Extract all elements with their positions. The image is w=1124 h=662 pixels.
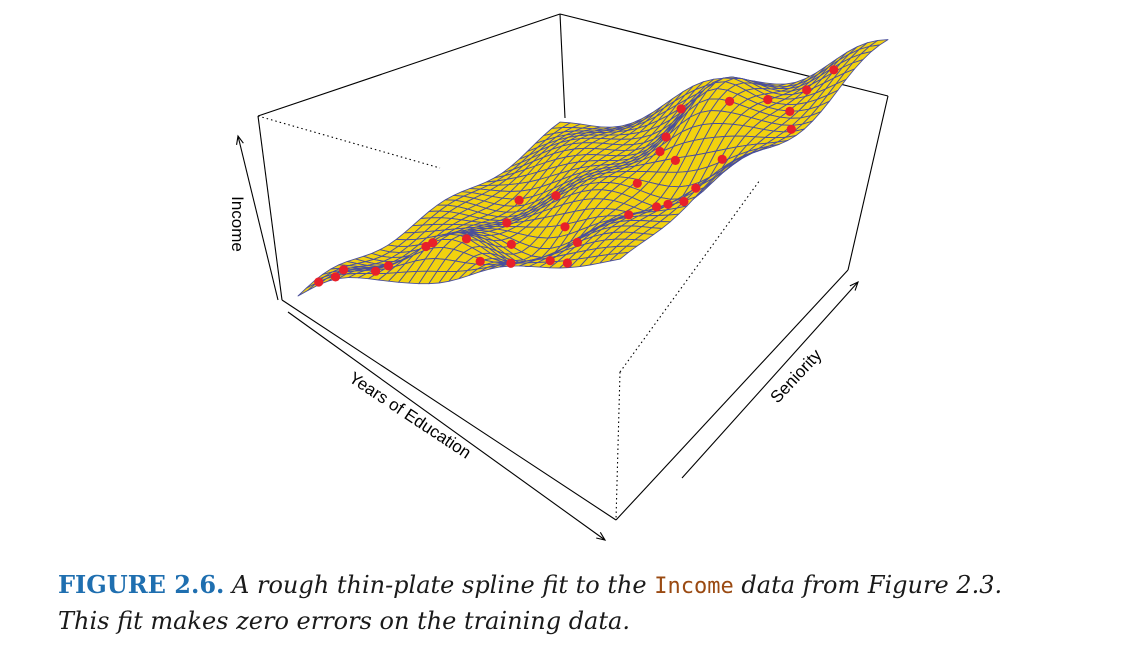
data-point	[545, 256, 555, 266]
data-point	[786, 124, 796, 134]
data-point	[663, 199, 673, 209]
box-edge-hidden	[619, 179, 761, 373]
data-point	[670, 155, 681, 165]
data-point	[632, 178, 642, 188]
data-point	[655, 146, 665, 157]
data-point	[676, 104, 686, 114]
data-point	[339, 265, 349, 275]
data-points	[314, 65, 839, 287]
data-point	[428, 238, 438, 248]
data-point	[506, 239, 516, 249]
data-point	[651, 202, 662, 212]
data-point	[661, 132, 671, 142]
box-edge	[847, 95, 889, 271]
data-point	[725, 96, 735, 106]
box-edge	[257, 115, 283, 301]
data-point	[461, 234, 472, 244]
data-point	[506, 258, 516, 268]
surface-patch	[609, 251, 629, 262]
z-axis-arrow-head	[236, 134, 244, 145]
z-axis-arrow	[237, 135, 279, 301]
box-edge-hidden	[615, 371, 621, 521]
data-point	[691, 183, 701, 193]
y-axis-arrow	[681, 281, 859, 479]
data-point	[371, 266, 381, 276]
z-axis-label: Income	[228, 196, 247, 252]
data-point	[502, 218, 512, 228]
figure-caption: FIGURE 2.6. A rough thin-plate spline fi…	[58, 568, 1088, 638]
bounding-box-front	[281, 269, 849, 521]
box-edge	[615, 269, 849, 521]
data-point	[802, 85, 812, 95]
y-axis-arrow-head	[849, 280, 859, 291]
data-point	[421, 241, 431, 252]
box-edge	[559, 13, 566, 119]
data-point	[514, 195, 524, 205]
y-axis-label: Seniority	[766, 345, 825, 407]
data-point	[763, 95, 773, 105]
data-point	[560, 222, 570, 232]
x-axis-arrow-head	[596, 532, 607, 541]
box-edge	[281, 299, 617, 521]
axes	[236, 134, 859, 541]
caption-text-before: A rough thin-plate spline fit to the	[232, 571, 647, 599]
box-edge	[257, 13, 561, 117]
data-point	[475, 256, 485, 266]
data-point	[829, 65, 839, 75]
data-point	[679, 196, 689, 207]
caption-line-2: This fit makes zero errors on the traini…	[58, 607, 630, 635]
figure-number: FIGURE 2.6.	[58, 570, 225, 599]
x-axis-label: Years of Education	[346, 368, 475, 462]
x-axis-arrow	[287, 311, 606, 541]
spline-surface	[297, 39, 889, 297]
box-edge-hidden	[257, 115, 441, 169]
data-point	[383, 261, 393, 271]
data-point	[314, 277, 324, 287]
caption-text-after: data from Figure 2.3.	[741, 571, 1003, 599]
caption-code-word: Income	[654, 574, 734, 599]
surface-plot: Income Years of Education Seniority	[228, 13, 889, 541]
data-point	[562, 258, 573, 268]
data-point	[330, 272, 341, 282]
data-point	[551, 191, 561, 201]
figure: Income Years of Education Seniority	[228, 13, 889, 541]
data-point	[572, 237, 583, 247]
data-point	[785, 106, 795, 116]
data-point	[717, 154, 727, 164]
data-point	[624, 210, 634, 220]
